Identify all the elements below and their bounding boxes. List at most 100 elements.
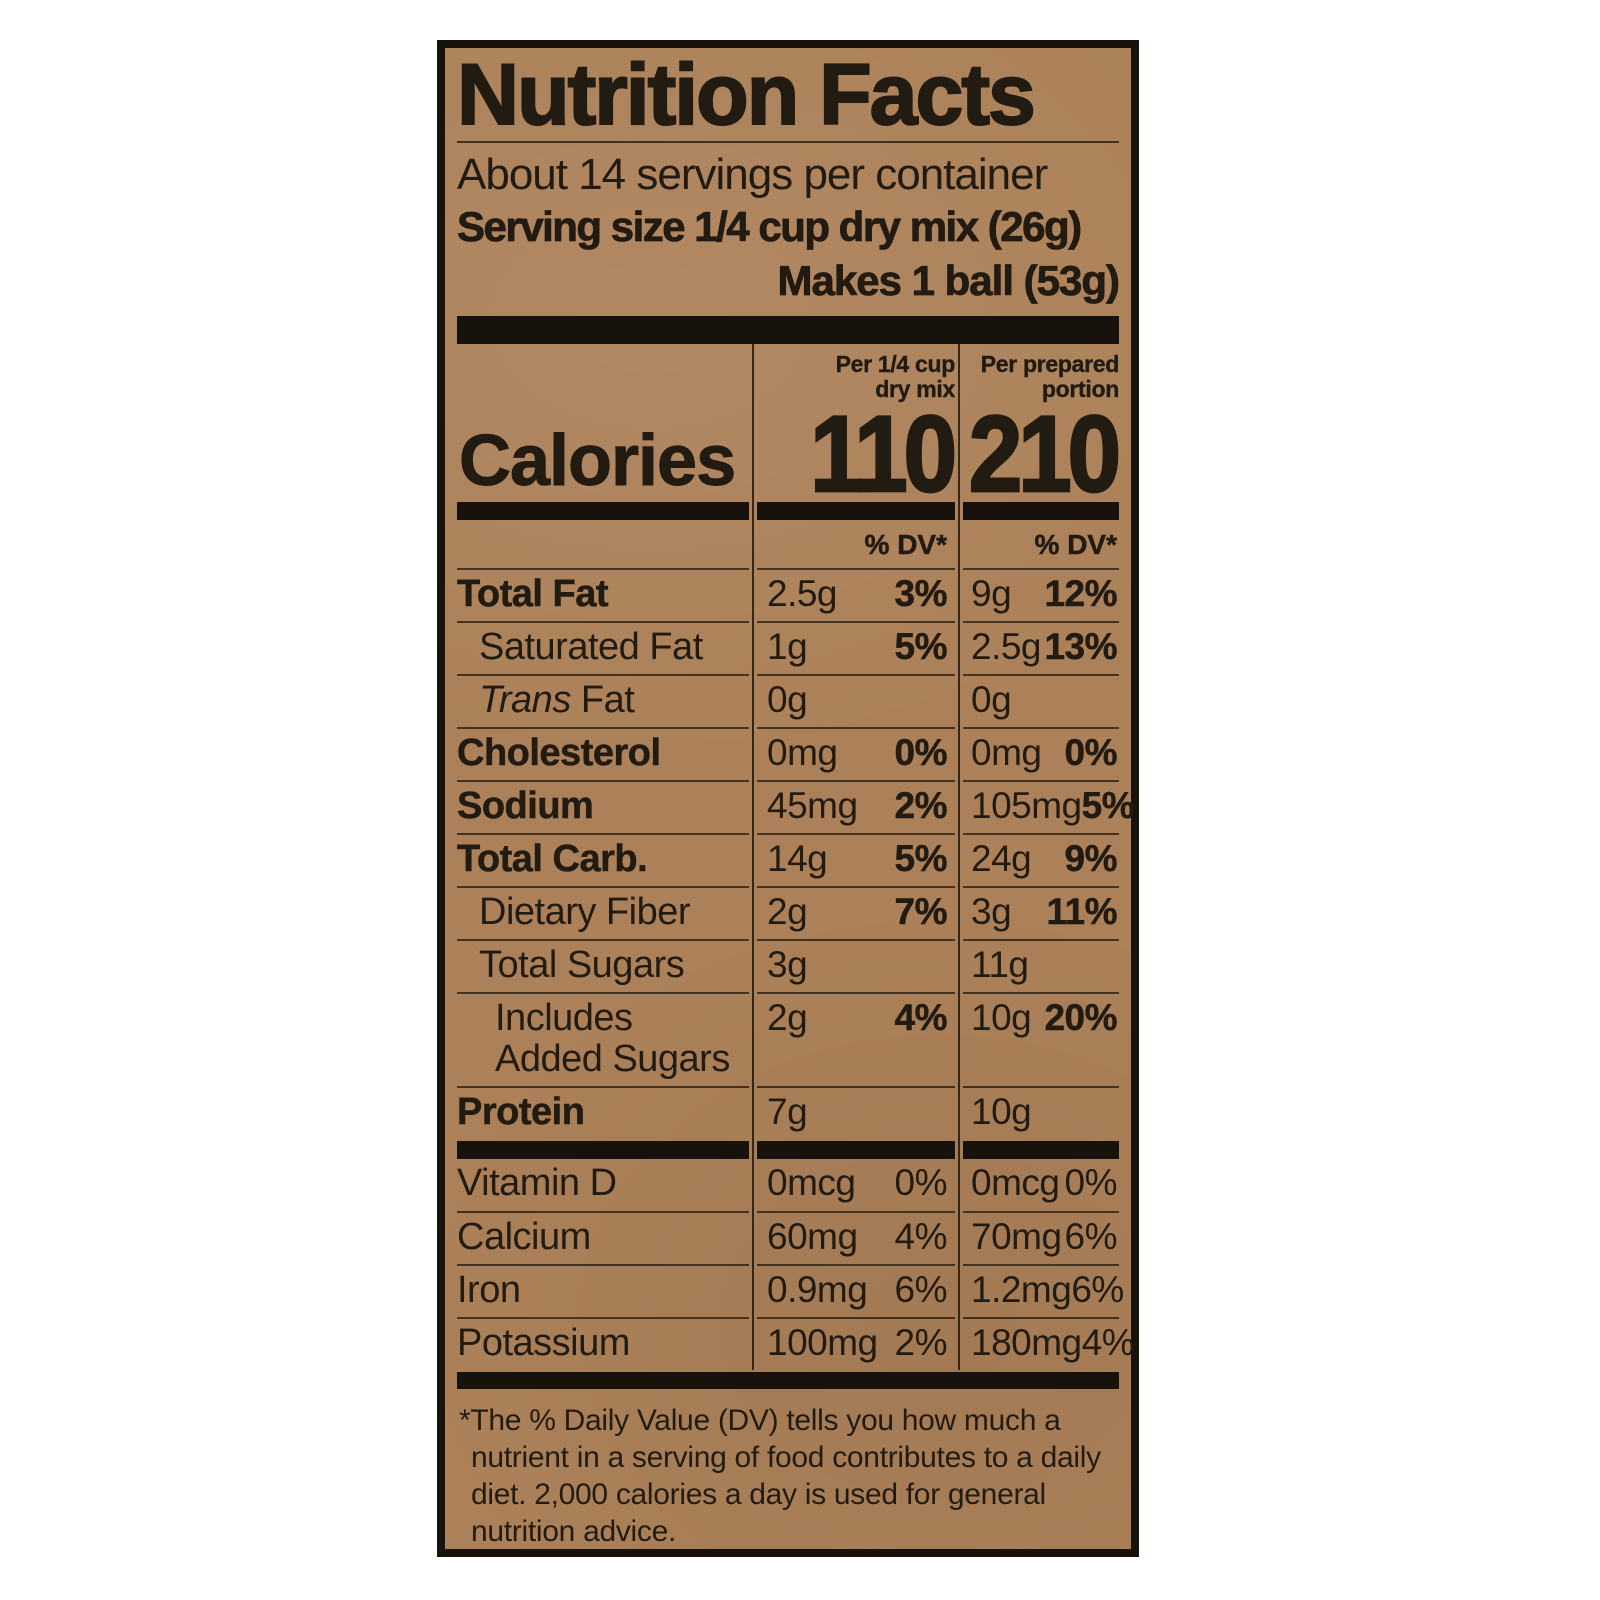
percent-dv: 5% — [1081, 785, 1135, 827]
column-header-prepared: Per prepared portion — [980, 351, 1119, 403]
nutrient-values: 70mg 6% — [963, 1210, 1119, 1264]
column-divider-1 — [752, 344, 754, 1370]
percent-dv: 5% — [894, 838, 947, 880]
nutrient-values: 0.9mg 6% — [757, 1263, 955, 1317]
nutrient-values: 10g 20% — [963, 992, 1119, 1086]
amount: 60mg — [767, 1215, 858, 1257]
nutrient-name: Total Fat — [457, 568, 749, 621]
amount: 0.9mg — [767, 1268, 868, 1310]
nutrient-name: Dietary Fiber — [457, 886, 749, 939]
amount: 0mg — [767, 732, 838, 774]
amount: 24g — [971, 838, 1032, 880]
column-header-dry-mix: Per 1/4 cup dry mix — [835, 351, 955, 403]
bar-segment — [757, 1141, 955, 1160]
percent-dv: 3% — [894, 573, 947, 615]
nutrient-table: Calories Per 1/4 cup dry mix 110 Per pre… — [457, 344, 1135, 1370]
percent-dv-header-row: % DV* % DV* — [457, 520, 1119, 568]
percent-dv: 6% — [1064, 1215, 1118, 1257]
nutrient-name: Potassium — [457, 1316, 749, 1370]
amount: 180mg — [971, 1321, 1082, 1363]
calories-value-dry-mix: 110 — [809, 395, 958, 515]
amount: 3g — [767, 944, 808, 986]
percent-dv: 2% — [894, 1321, 948, 1363]
nutrient-row: Protein 7g 10g — [457, 1086, 1119, 1139]
nutrient-values: 100mg 2% — [757, 1316, 955, 1370]
percent-dv: 4% — [894, 997, 947, 1039]
section-bar-segmented — [457, 1141, 1119, 1160]
section-bar-segmented — [457, 502, 1119, 521]
nutrient-values: 105mg 5% — [963, 780, 1135, 833]
nutrient-rows: Total Fat 2.5g 3% 9g 12% Saturated Fat 1g 5% 2.5… — [457, 568, 1135, 1139]
nutrient-values: 10g — [963, 1086, 1119, 1139]
nutrient-values: 2g 7% — [757, 886, 955, 939]
nutrition-facts-label: Nutrition Facts About 14 servings per co… — [437, 40, 1139, 1557]
nutrient-row: Saturated Fat 1g 5% 2.5g 13% — [457, 621, 1119, 674]
nutrient-values: 1g 5% — [757, 621, 955, 674]
vitamin-row: Iron 0.9mg 6% 1.2mg 6% — [457, 1263, 1124, 1317]
bar-segment — [757, 502, 955, 521]
percent-dv: 0% — [894, 1162, 948, 1204]
amount: 0mcg — [767, 1162, 856, 1204]
section-bar-top — [457, 316, 1119, 345]
percent-dv: 4% — [1081, 1321, 1135, 1363]
nutrient-name: Saturated Fat — [457, 621, 749, 674]
percent-dv-header-dry-mix: % DV* — [864, 529, 947, 561]
nutrient-name: Total Carb. — [457, 833, 749, 886]
nutrient-row: Dietary Fiber 2g 7% 3g 11% — [457, 886, 1119, 939]
nutrient-values: 3g — [757, 939, 955, 992]
nutrient-values: 0mcg 0% — [963, 1159, 1119, 1210]
amount: 1.2mg — [971, 1268, 1072, 1310]
amount: 70mg — [971, 1215, 1062, 1257]
nutrient-values: 3g 11% — [963, 886, 1119, 939]
serving-makes: Makes 1 ball (53g) — [777, 256, 1120, 304]
nutrient-values: 24g 9% — [963, 833, 1119, 886]
percent-dv: 9% — [1064, 838, 1117, 880]
percent-dv: 7% — [894, 891, 947, 933]
amount: 45mg — [767, 785, 858, 827]
nutrient-row: Trans Fat 0g 0g — [457, 674, 1119, 727]
percent-dv: 11% — [1046, 891, 1118, 933]
label-title: Nutrition Facts — [456, 47, 1037, 143]
amount: 10g — [971, 997, 1032, 1039]
calories-row: Calories Per 1/4 cup dry mix 110 Per pre… — [457, 344, 1123, 515]
amount: 100mg — [767, 1321, 878, 1363]
vitamin-rows: Vitamin D 0mcg 0% 0mcg 0% Calcium 60mg 4% 70mg 6%… — [457, 1159, 1135, 1370]
nutrient-row: Sodium 45mg 2% 105mg 5% — [457, 780, 1135, 833]
amount: 9g — [971, 573, 1012, 615]
nutrient-name: Vitamin D — [457, 1162, 617, 1205]
empty-cell — [457, 529, 749, 561]
amount: 7g — [767, 1091, 808, 1133]
percent-dv-header-prepared: % DV* — [1034, 529, 1117, 561]
daily-value-footnote: *The % Daily Value (DV) tells you how mu… — [459, 1403, 1101, 1549]
nutrient-row: Includes Added Sugars 2g 4% 10g 20% — [457, 992, 1119, 1086]
bar-segment — [963, 502, 1119, 521]
nutrient-row: Total Sugars 3g 11g — [457, 939, 1119, 992]
nutrient-values: 2.5g 3% — [757, 568, 955, 621]
amount: 0mcg — [971, 1162, 1060, 1204]
nutrient-values: 1.2mg 6% — [963, 1263, 1124, 1317]
percent-dv: 0% — [1064, 1162, 1118, 1204]
nutrient-values: 0g — [757, 674, 955, 727]
section-bar-bottom — [457, 1371, 1119, 1389]
nutrient-name: Includes Added Sugars — [457, 992, 749, 1086]
bar-segment — [457, 502, 749, 521]
nutrient-values: 0g — [963, 674, 1119, 727]
title-divider — [457, 141, 1119, 143]
nutrient-values: 45mg 2% — [757, 780, 955, 833]
bar-segment — [963, 1141, 1119, 1160]
percent-dv: 2% — [894, 785, 947, 827]
nutrient-name: Trans Fat — [457, 674, 749, 727]
amount: 1g — [767, 626, 808, 668]
nutrient-name: Iron — [457, 1263, 749, 1317]
nutrient-name: Calcium — [457, 1210, 749, 1264]
amount: 10g — [971, 1091, 1032, 1133]
amount: 2g — [767, 997, 808, 1039]
nutrient-row: Cholesterol 0mg 0% 0mg 0% — [457, 727, 1119, 780]
amount: 2.5g — [971, 626, 1042, 668]
servings-per-container: About 14 servings per container — [457, 150, 1048, 199]
nutrient-values: 0mg 0% — [963, 727, 1119, 780]
bar-segment — [457, 1141, 749, 1160]
nutrient-values: 2.5g 13% — [963, 621, 1119, 674]
nutrient-name: Protein — [457, 1086, 749, 1139]
